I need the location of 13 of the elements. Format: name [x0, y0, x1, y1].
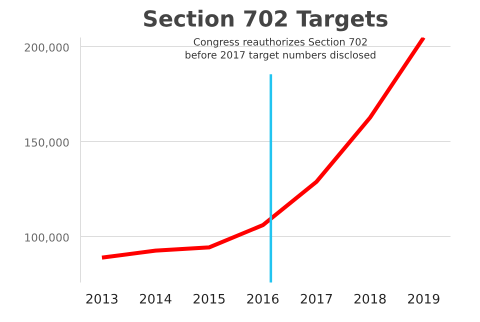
x-tick-label: 2014 — [139, 292, 172, 308]
x-tick-label: 2016 — [246, 292, 280, 308]
x-tick-label: 2017 — [300, 292, 333, 308]
x-tick-label: 2019 — [407, 292, 440, 308]
x-tick-label: 2015 — [192, 292, 226, 308]
x-tick-label: 2018 — [354, 292, 387, 308]
y-tick-label: 150,000 — [24, 136, 70, 150]
ref-line-label: Congress reauthorizes Section 702 before 2017 target numbers disclosed — [184, 38, 376, 62]
y-tick-label: 200,000 — [24, 41, 70, 54]
x-tick-label: 2013 — [85, 292, 118, 308]
chart-title: Section 702 Targets — [142, 8, 389, 32]
y-tick-label: 100,000 — [24, 231, 70, 244]
line-series — [100, 38, 426, 260]
